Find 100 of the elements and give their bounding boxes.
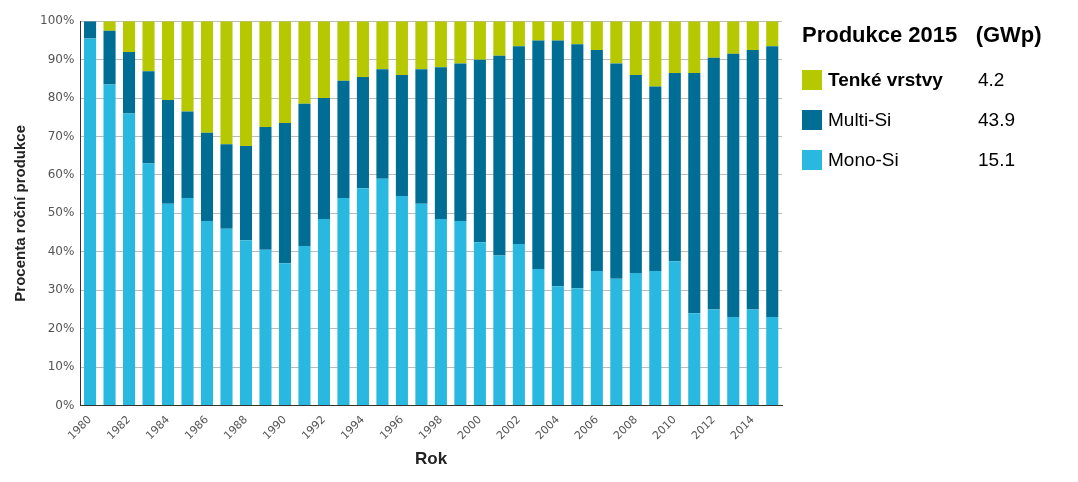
bar (103, 21, 116, 31)
y-tick-label: 60% (47, 167, 75, 182)
bar (473, 21, 486, 60)
bar (317, 219, 330, 405)
bar (259, 126, 272, 250)
bar (590, 21, 603, 51)
bar (239, 240, 253, 405)
bar (200, 21, 214, 133)
bar (415, 21, 428, 70)
bar (649, 270, 662, 405)
y-axis-title: Procenta roční produkce (11, 124, 29, 302)
legend-title: Produkce 2015 (GWp) (802, 22, 1042, 48)
bar (571, 21, 584, 45)
bar (727, 317, 740, 405)
bar (181, 111, 194, 198)
y-tick-label: 70% (47, 128, 75, 143)
bar (298, 21, 311, 104)
bar (746, 309, 759, 405)
bar (727, 21, 740, 54)
bar (395, 21, 408, 75)
bar (298, 246, 311, 405)
bar (473, 242, 486, 405)
bar (532, 40, 545, 270)
bar (707, 21, 720, 58)
bar (376, 69, 389, 179)
bar (103, 84, 116, 405)
bar (415, 69, 428, 204)
bar (376, 178, 389, 405)
bar (434, 67, 447, 220)
y-tick-label: 50% (47, 205, 75, 220)
y-tick-label: 80% (47, 90, 75, 105)
bar (493, 55, 506, 256)
text: 4.2 (978, 69, 1005, 91)
bar (395, 75, 408, 197)
bar (161, 203, 175, 405)
bar (551, 21, 564, 41)
bar (551, 286, 564, 405)
bar (434, 21, 447, 68)
bar (493, 255, 506, 405)
bar (766, 317, 779, 405)
bar (181, 197, 194, 405)
text: 15.1 (978, 149, 1015, 171)
bar (239, 146, 253, 241)
bar (746, 50, 759, 310)
bar (220, 21, 233, 145)
bar (220, 228, 233, 405)
bar (278, 21, 292, 124)
bar (590, 270, 603, 405)
bar (551, 40, 564, 287)
bar (161, 99, 175, 204)
bar (454, 63, 467, 222)
bar (259, 21, 272, 127)
bar (337, 197, 350, 405)
bar (629, 75, 642, 273)
bar (454, 21, 467, 64)
bar (142, 21, 155, 72)
bar (278, 263, 292, 405)
bar (337, 21, 350, 81)
bar (356, 76, 369, 189)
bar (610, 21, 623, 64)
bar (317, 98, 330, 220)
bar (473, 59, 486, 243)
bar (649, 21, 662, 87)
bar (239, 21, 253, 147)
bar (337, 80, 350, 198)
bar (746, 21, 759, 51)
bar (142, 71, 155, 164)
bar (766, 46, 779, 318)
bar (415, 203, 428, 405)
bar (200, 132, 214, 222)
bar (629, 21, 642, 75)
bar (317, 21, 330, 99)
legend-label: Multi-Si (828, 109, 893, 131)
bar (610, 278, 623, 405)
bar (571, 288, 584, 405)
bar (688, 73, 701, 314)
bar (142, 163, 155, 405)
y-tick-label: 0% (55, 397, 75, 412)
bar (629, 272, 642, 405)
bar (84, 38, 97, 405)
bar (512, 244, 525, 405)
bar (512, 46, 525, 245)
bar (298, 103, 311, 246)
bar (278, 123, 292, 264)
bar (454, 221, 467, 405)
bar (493, 21, 506, 56)
bar (532, 269, 545, 405)
bar (766, 21, 779, 47)
text: 43.9 (978, 109, 1015, 131)
bar (688, 21, 701, 74)
bar (122, 51, 136, 114)
bar (649, 86, 662, 271)
bar (590, 50, 603, 271)
bar (512, 21, 525, 47)
bar (200, 221, 214, 405)
bar (688, 313, 701, 405)
bar (610, 63, 623, 279)
bar (532, 21, 545, 41)
bar (220, 144, 233, 229)
y-tick-label: 40% (47, 243, 75, 258)
